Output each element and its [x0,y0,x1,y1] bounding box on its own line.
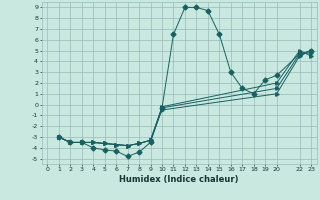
X-axis label: Humidex (Indice chaleur): Humidex (Indice chaleur) [119,175,239,184]
